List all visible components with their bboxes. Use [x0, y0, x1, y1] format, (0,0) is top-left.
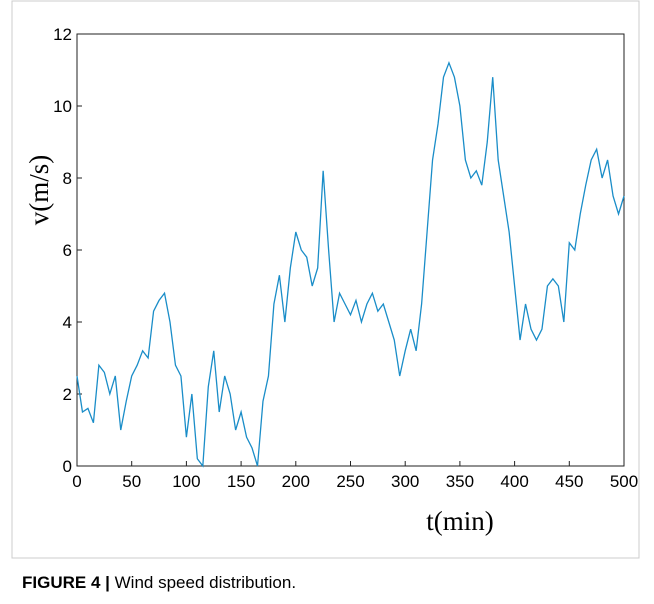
x-tick-label: 350	[446, 472, 474, 491]
caption: FIGURE 4 | Wind speed distribution.	[22, 573, 296, 592]
y-tick-label: 12	[53, 25, 72, 44]
y-tick-label: 0	[63, 457, 72, 476]
y-tick-label: 10	[53, 97, 72, 116]
x-axis-label: t(min)	[426, 506, 494, 536]
x-tick-label: 250	[336, 472, 364, 491]
x-tick-label: 200	[282, 472, 310, 491]
x-tick-label: 150	[227, 472, 255, 491]
y-tick-label: 8	[63, 169, 72, 188]
figure-frame	[11, 0, 640, 559]
x-tick-label: 450	[555, 472, 583, 491]
y-tick-label: 2	[63, 385, 72, 404]
y-axis-label: v(m/s)	[24, 155, 54, 226]
axes-box	[76, 33, 625, 467]
caption-text: Wind speed distribution.	[115, 573, 296, 592]
y-tick-label: 6	[63, 241, 72, 260]
line-series	[76, 60, 625, 468]
x-tick-label: 500	[610, 472, 638, 491]
y-tick-label: 4	[63, 313, 72, 332]
x-tick-label: 100	[172, 472, 200, 491]
caption-label: FIGURE 4 |	[22, 573, 110, 592]
x-tick-label: 300	[391, 472, 419, 491]
x-tick-label: 0	[72, 472, 81, 491]
x-tick-label: 400	[500, 472, 528, 491]
x-tick-label: 50	[122, 472, 141, 491]
